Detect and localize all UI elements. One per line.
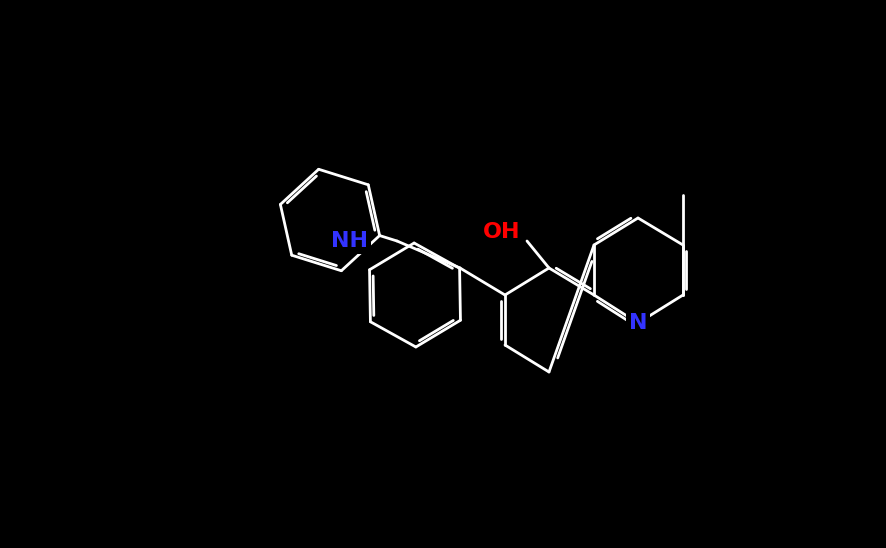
Text: NH: NH — [331, 231, 369, 251]
Text: N: N — [629, 313, 648, 333]
Text: OH: OH — [483, 222, 521, 242]
